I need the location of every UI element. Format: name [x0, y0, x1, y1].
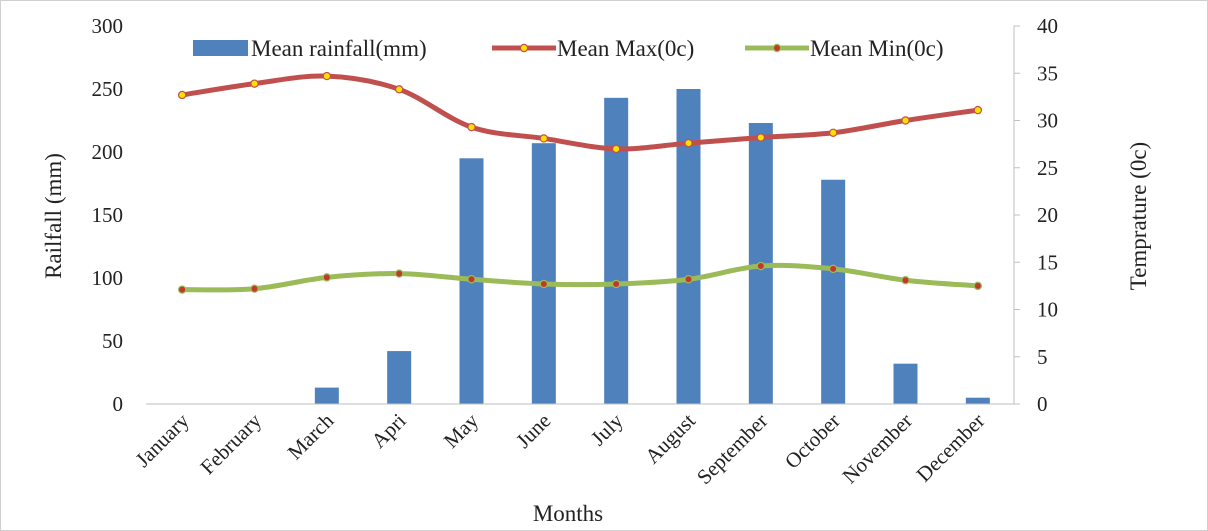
x-axis-title: Months: [533, 501, 603, 526]
y-tick-label: 150: [92, 203, 124, 227]
point-mean-max-c-november: [901, 116, 910, 125]
y2-tick-label: 35: [1037, 61, 1058, 85]
point-mean-min-c-september: [756, 261, 766, 271]
bar-august: [676, 89, 701, 404]
point-mean-min-c-july: [611, 279, 621, 289]
point-mean-min-c-august: [684, 275, 693, 284]
series-line-mean-min-c: [179, 262, 981, 293]
point-mean-max-c-december: [973, 105, 983, 115]
point-mean-min-c-february: [250, 284, 259, 293]
legend-marker-min: [772, 43, 782, 53]
point-mean-max-c-january: [177, 90, 187, 100]
point-mean-max-c-august: [684, 138, 693, 148]
bar-june: [531, 143, 556, 404]
x-tick-label: Apri: [367, 408, 411, 452]
x-tick-label: July: [586, 408, 628, 450]
point-mean-min-c-june: [539, 279, 549, 289]
y-axis-title: Railfall (mm): [41, 153, 66, 279]
bar-march: [314, 387, 339, 404]
point-mean-max-c-may: [467, 122, 476, 132]
bar-july: [604, 97, 629, 404]
legend-label-max: Mean Max(0c): [557, 36, 694, 61]
legend-swatch-rainfall: [193, 40, 248, 56]
x-tick-label: January: [131, 408, 195, 472]
x-tick-label: December: [911, 409, 989, 487]
y2-tick-label: 10: [1037, 298, 1058, 322]
bar-october: [821, 179, 846, 404]
legend-label-min: Mean Min(0c): [810, 36, 944, 61]
point-mean-min-c-december: [973, 281, 983, 291]
bar-december: [965, 397, 990, 404]
legend-marker-max: [519, 43, 529, 53]
x-tick-label: June: [511, 409, 555, 453]
y2-tick-label: 25: [1037, 156, 1058, 180]
y2-axis-title: Temprature (0c): [1126, 142, 1151, 290]
point-mean-max-c-march: [322, 71, 332, 81]
x-tick-label: August: [640, 408, 700, 468]
x-tick-label: October: [780, 409, 845, 474]
point-mean-min-c-march: [322, 273, 332, 282]
y2-tick-label: 15: [1037, 250, 1058, 274]
y2-tick-label: 30: [1037, 109, 1058, 133]
point-mean-max-c-apri: [394, 85, 404, 94]
x-tick-label: May: [439, 408, 484, 453]
x-tick-label: November: [837, 409, 917, 489]
point-mean-max-c-september: [756, 133, 766, 142]
point-mean-max-c-february: [250, 79, 259, 88]
lines-layer: [177, 71, 983, 294]
y-tick-label: 300: [92, 14, 124, 38]
point-mean-max-c-october: [828, 128, 838, 137]
series-line-mean-max-c: [179, 73, 981, 152]
y-tick-label: 0: [113, 392, 124, 416]
point-mean-min-c-may: [467, 275, 476, 284]
y-tick-label: 100: [92, 266, 124, 290]
point-mean-min-c-january: [177, 285, 187, 294]
y2-tick-label: 40: [1037, 14, 1058, 38]
point-mean-min-c-apri: [394, 269, 404, 278]
legend-label-rainfall: Mean rainfall(mm): [251, 36, 427, 61]
y-tick-label: 250: [92, 77, 124, 101]
legend: Mean rainfall(mm) Mean Max(0c) Mean Min(0c…: [193, 36, 944, 61]
x-tick-label: February: [195, 408, 266, 479]
y-tick-label: 50: [102, 329, 123, 353]
y2-tick-label: 20: [1037, 203, 1058, 227]
bar-apri: [387, 351, 412, 404]
bar-november: [893, 363, 918, 404]
y-tick-label: 200: [92, 140, 124, 164]
x-tick-label: September: [692, 409, 772, 489]
x-tick-label: March: [283, 408, 339, 464]
point-mean-max-c-june: [539, 134, 549, 143]
bars-layer: [314, 89, 990, 405]
point-mean-min-c-october: [828, 264, 838, 274]
point-mean-min-c-november: [901, 276, 910, 285]
y2-tick-label: 5: [1037, 345, 1048, 369]
point-mean-max-c-july: [611, 144, 621, 154]
y2-tick-label: 0: [1037, 392, 1048, 416]
axes-layer: [146, 25, 1020, 405]
